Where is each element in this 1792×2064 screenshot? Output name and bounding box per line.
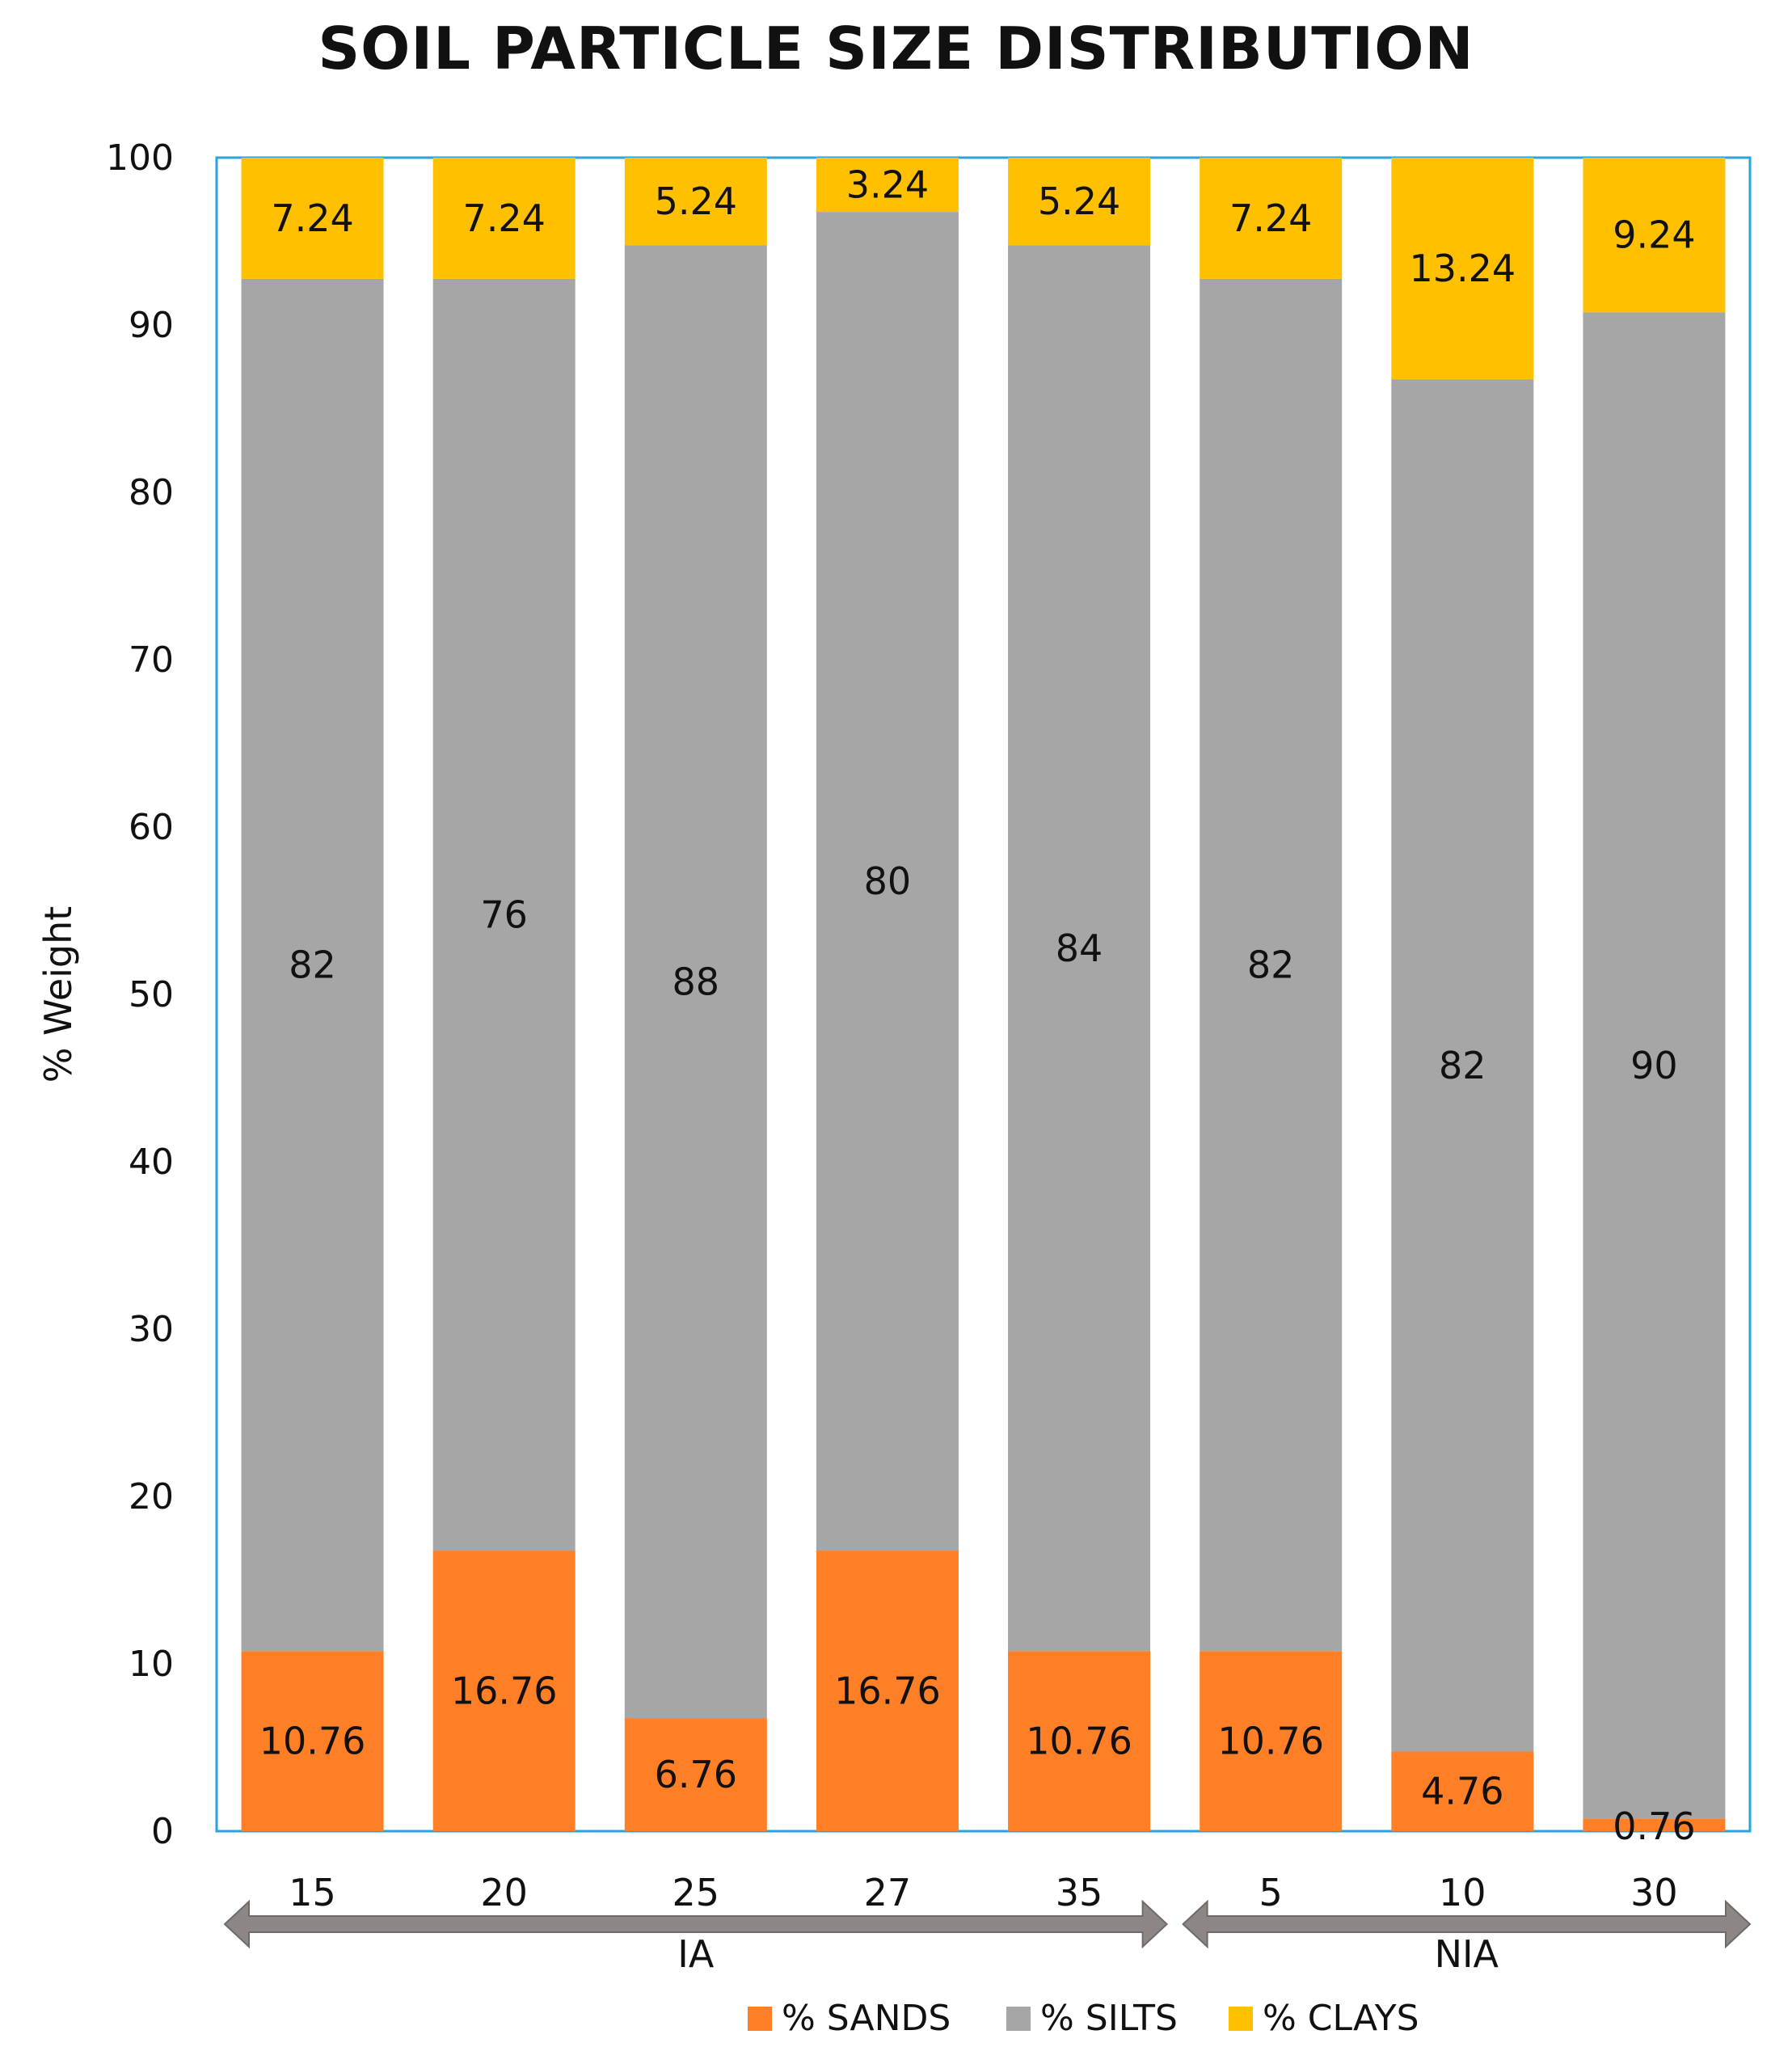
bar-segment [432,278,576,1551]
group-arrow [223,1899,1169,1949]
x-tick-label: 20 [480,1871,528,1914]
data-label: 13.24 [1409,247,1516,290]
bar-segment [1008,158,1151,246]
data-label: 76 [480,893,528,936]
x-tick-label: 25 [673,1871,720,1914]
data-label: 80 [864,859,912,903]
data-label: 90 [1630,1044,1678,1087]
bar-segment [816,1551,959,1831]
bar-segment [1200,158,1343,279]
bar-segment [432,1551,576,1831]
data-label: 7.24 [462,196,545,240]
y-tick-label: 20 [129,1476,174,1517]
data-label: 16.76 [451,1669,558,1713]
x-tick-label: 15 [289,1871,336,1914]
bar-segment [1391,158,1534,380]
y-tick-label: 50 [129,974,174,1015]
bar-segment [241,278,384,1652]
bar-segment [1008,1651,1151,1831]
y-tick-label: 0 [151,1811,174,1852]
x-tick-label: 30 [1630,1871,1678,1914]
group-label: NIA [1435,1932,1499,1976]
data-label: 84 [1056,926,1103,970]
group-label: IA [677,1932,715,1976]
x-tick-label: 10 [1439,1871,1486,1914]
y-tick-label: 100 [106,137,174,179]
bar-segment [1200,1651,1343,1831]
group-arrow [1182,1899,1752,1949]
y-tick-label: 70 [129,639,174,681]
bar-segment [624,245,767,1719]
chart-title: SOIL PARTICLE SIZE DISTRIBUTION [318,15,1474,82]
legend-label: % SILTS [1040,1998,1178,2039]
data-label: 82 [289,943,336,987]
bar-segment [1583,312,1726,1819]
bar-segment [624,158,767,246]
legend-swatch [1006,2007,1031,2031]
legend-swatch [1229,2007,1253,2031]
data-label: 4.76 [1421,1770,1503,1813]
bar-segment [1200,278,1343,1652]
bar-segment [816,158,959,213]
data-label: 5.24 [1038,179,1120,223]
y-axis-title: % Weight [36,906,80,1083]
y-tick-label: 40 [129,1142,174,1183]
bar-segment [624,1718,767,1831]
y-tick-label: 90 [129,305,174,346]
bar-segment [241,158,384,279]
legend-label: % SANDS [782,1998,951,2039]
bar-segment [1391,1751,1534,1831]
legend: % SANDS % SILTS % CLAYS [748,1998,1419,2039]
data-label: 88 [673,960,720,1003]
y-tick-label: 80 [129,472,174,513]
y-tick-label: 60 [129,807,174,848]
data-label: 7.24 [1229,196,1312,240]
y-tick-label: 10 [129,1644,174,1685]
data-label: 16.76 [834,1669,941,1713]
y-tick-label: 30 [129,1309,174,1350]
data-label: 5.24 [655,179,737,223]
plot-border [215,156,1752,1833]
data-label: 7.24 [271,196,353,240]
data-label: 82 [1439,1044,1486,1087]
x-tick-label: 5 [1259,1871,1283,1914]
bar-segment [432,158,576,279]
data-label: 82 [1247,943,1295,987]
bar-segment [1008,245,1151,1652]
x-axis: 15 20 25 27 35 5 10 30 IA NIA [223,1871,1752,1976]
data-label: 10.76 [1026,1720,1132,1763]
x-tick-label: 27 [864,1871,912,1914]
data-label: 10.76 [259,1720,366,1763]
bar-segment [1583,1818,1726,1831]
data-label: 9.24 [1613,213,1695,257]
bar-segment [241,1651,384,1831]
data-label: 3.24 [846,163,929,207]
x-tick-label: 35 [1056,1871,1103,1914]
y-axis: 0 10 20 30 40 50 60 70 80 90 100 % Weight [36,137,174,1852]
legend-swatch [748,2007,772,2031]
data-label: 6.76 [655,1753,737,1796]
data-label: 0.76 [1613,1804,1695,1848]
bar-segment [1391,379,1534,1752]
bar-segment [816,212,959,1551]
bar-segment [1583,158,1726,313]
data-label: 10.76 [1217,1720,1324,1763]
legend-label: % CLAYS [1263,1998,1419,2039]
plot-area: 10.76 82 7.24 16.76 76 7.24 6.76 88 5.24 16.76 80 3… [215,156,1752,1848]
